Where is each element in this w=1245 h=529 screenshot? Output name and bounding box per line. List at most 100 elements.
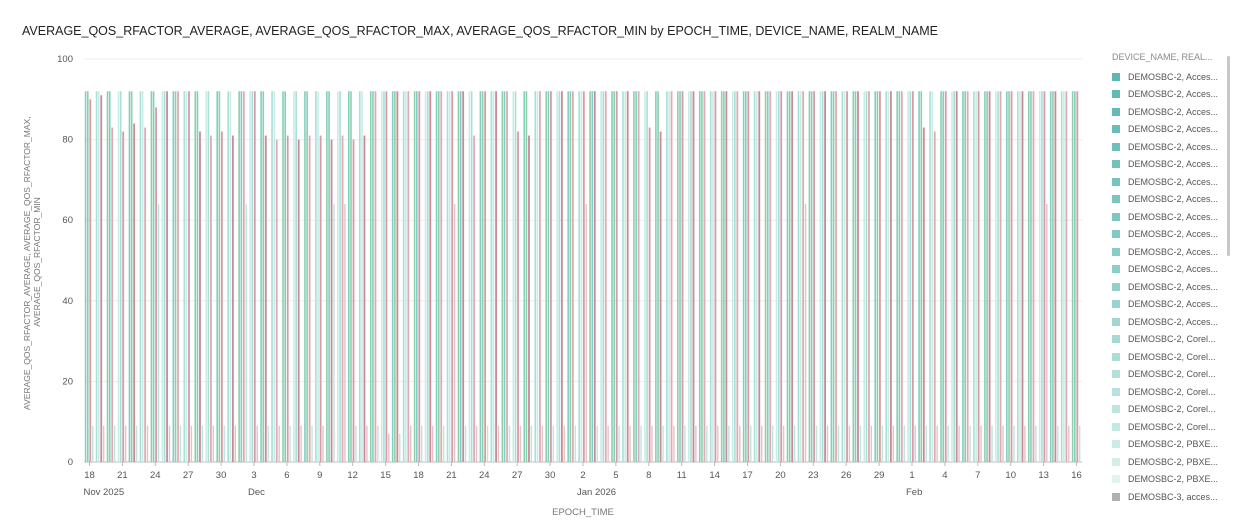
bar-max[interactable] <box>525 91 528 463</box>
bar-max[interactable] <box>295 91 297 463</box>
bar-average[interactable] <box>330 139 333 462</box>
bar-average[interactable] <box>308 135 311 462</box>
bar-max[interactable] <box>152 91 155 463</box>
bar-max[interactable] <box>1074 91 1076 463</box>
legend-item[interactable]: DEMOSBC-2, Acces... <box>1105 278 1230 296</box>
bar-min[interactable] <box>245 204 247 462</box>
bar-average[interactable] <box>495 91 497 463</box>
bar-max[interactable] <box>183 91 186 463</box>
bar-average[interactable] <box>879 91 881 463</box>
legend-item[interactable]: DEMOSBC-2, Acces... <box>1105 86 1230 104</box>
bar-max[interactable] <box>589 91 591 463</box>
bar-max[interactable] <box>282 91 284 463</box>
bar-max[interactable] <box>975 91 977 463</box>
bar-average[interactable] <box>166 91 168 463</box>
bar-max[interactable] <box>216 91 219 463</box>
bar-max[interactable] <box>172 91 175 463</box>
bar-min[interactable] <box>1002 425 1004 462</box>
legend-scrollbar[interactable] <box>1227 56 1230 256</box>
bar-max[interactable] <box>775 91 778 463</box>
bar-max[interactable] <box>95 91 98 463</box>
bar-max[interactable] <box>918 91 920 463</box>
bar-max[interactable] <box>611 91 613 463</box>
bar-max[interactable] <box>326 91 328 463</box>
bar-min[interactable] <box>333 204 335 462</box>
bar-max[interactable] <box>402 91 405 463</box>
bar-max[interactable] <box>953 91 955 463</box>
bar-max[interactable] <box>251 91 254 463</box>
bar-max[interactable] <box>337 91 339 463</box>
bar-min[interactable] <box>201 425 204 462</box>
bar-max[interactable] <box>271 91 273 463</box>
bar-max[interactable] <box>657 91 659 463</box>
bar-average[interactable] <box>429 91 432 463</box>
bar-min[interactable] <box>234 425 236 462</box>
bar-max[interactable] <box>227 91 229 463</box>
bar-max[interactable] <box>766 91 769 463</box>
bar-average[interactable] <box>1021 91 1024 463</box>
bar-max[interactable] <box>161 91 164 463</box>
bar-average[interactable] <box>133 123 136 462</box>
bar-average[interactable] <box>155 107 158 463</box>
bar-average[interactable] <box>725 91 728 463</box>
bar-min[interactable] <box>585 204 587 462</box>
bar-max[interactable] <box>1071 91 1074 463</box>
bar-min[interactable] <box>322 425 324 462</box>
bar-max[interactable] <box>163 91 166 463</box>
bar-max[interactable] <box>84 91 87 463</box>
bar-average[interactable] <box>944 91 947 463</box>
bar-max[interactable] <box>372 91 374 463</box>
bar-min[interactable] <box>969 425 971 462</box>
bar-average[interactable] <box>626 91 629 463</box>
bar-average[interactable] <box>889 91 892 463</box>
bar-average[interactable] <box>955 91 958 463</box>
bar-min[interactable] <box>146 425 149 462</box>
bar-min[interactable] <box>574 425 576 462</box>
bar-min[interactable] <box>629 425 631 462</box>
bar-average[interactable] <box>286 135 289 462</box>
bar-average[interactable] <box>802 91 805 463</box>
bar-max[interactable] <box>797 91 800 463</box>
bar-average[interactable] <box>1043 91 1046 463</box>
bar-max[interactable] <box>874 91 877 463</box>
bar-max[interactable] <box>690 91 692 463</box>
bar-max[interactable] <box>624 91 626 463</box>
bar-max[interactable] <box>306 91 308 463</box>
bar-max[interactable] <box>273 91 276 463</box>
legend-item[interactable]: DEMOSBC-2, Corel... <box>1105 401 1230 419</box>
bar-max[interactable] <box>755 91 758 463</box>
bar-average[interactable] <box>341 135 344 462</box>
bar-min[interactable] <box>267 425 269 462</box>
bar-min[interactable] <box>541 425 544 462</box>
bar-min[interactable] <box>640 425 642 462</box>
bar-max[interactable] <box>962 91 964 463</box>
bar-min[interactable] <box>1057 425 1059 462</box>
bar-min[interactable] <box>793 425 796 462</box>
bar-average[interactable] <box>122 131 125 463</box>
bar-min[interactable] <box>651 425 653 462</box>
bar-max[interactable] <box>709 91 712 463</box>
bar-min[interactable] <box>497 425 500 462</box>
bar-average[interactable] <box>813 91 816 463</box>
bar-average[interactable] <box>758 91 761 463</box>
bar-min[interactable] <box>848 425 851 462</box>
bar-average[interactable] <box>199 131 201 463</box>
bar-max[interactable] <box>720 91 723 463</box>
bar-max[interactable] <box>745 91 747 463</box>
bar-max[interactable] <box>413 91 416 463</box>
bar-min[interactable] <box>388 433 390 462</box>
bar-average[interactable] <box>363 135 366 462</box>
bar-min[interactable] <box>508 425 511 462</box>
bar-min[interactable] <box>859 425 862 462</box>
bar-max[interactable] <box>315 91 317 463</box>
bar-min[interactable] <box>431 425 434 462</box>
bar-max[interactable] <box>558 91 561 463</box>
bar-max[interactable] <box>416 91 418 463</box>
bar-average[interactable] <box>1010 91 1013 463</box>
bar-average[interactable] <box>791 91 794 463</box>
bar-average[interactable] <box>396 91 399 463</box>
bar-min[interactable] <box>530 425 533 462</box>
bar-min[interactable] <box>684 425 686 462</box>
bar-average[interactable] <box>177 91 179 463</box>
bar-max[interactable] <box>503 91 506 463</box>
